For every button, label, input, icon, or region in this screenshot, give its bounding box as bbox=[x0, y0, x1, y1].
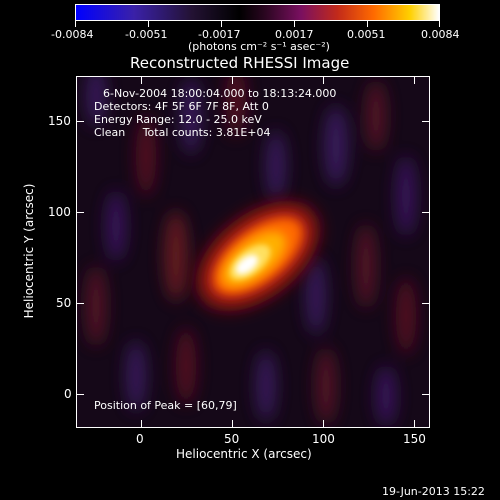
plot-title: Reconstructed RHESSI Image bbox=[130, 54, 350, 72]
detectors-info: Detectors: 4F 5F 6F 7F 8F, Att 0 bbox=[94, 100, 269, 113]
x-tick-label: 50 bbox=[224, 432, 240, 446]
y-tick bbox=[422, 121, 430, 122]
x-axis-label: Heliocentric X (arcsec) bbox=[176, 447, 312, 461]
reconstructed-image bbox=[76, 76, 430, 428]
x-tick-label: 100 bbox=[312, 432, 335, 446]
time-range: 6-Nov-2004 18:00:04.000 to 18:13:24.000 bbox=[103, 87, 337, 100]
x-tick-label: 0 bbox=[136, 432, 144, 446]
x-tick bbox=[141, 76, 142, 84]
colorbar-tick-label: 0.0017 bbox=[275, 28, 314, 41]
y-tick bbox=[422, 212, 430, 213]
colorbar-tick bbox=[75, 21, 76, 27]
colorbar-tick-label: -0.0084 bbox=[51, 28, 94, 41]
colorbar-units: (photons cm⁻² s⁻¹ asec⁻²) bbox=[188, 40, 330, 53]
y-tick bbox=[76, 121, 84, 122]
x-tick bbox=[323, 420, 324, 428]
x-tick bbox=[232, 420, 233, 428]
x-tick bbox=[414, 76, 415, 84]
colorbar-tick bbox=[439, 21, 440, 27]
x-tick bbox=[141, 420, 142, 428]
y-tick bbox=[422, 394, 430, 395]
x-tick-label: 150 bbox=[403, 432, 426, 446]
peak-position: Position of Peak = [60,79] bbox=[94, 399, 237, 412]
y-tick-label: 150 bbox=[48, 114, 71, 128]
clean-counts: Clean Total counts: 3.81E+04 bbox=[94, 126, 271, 139]
y-tick bbox=[76, 394, 84, 395]
x-tick bbox=[414, 420, 415, 428]
colorbar bbox=[75, 4, 440, 21]
x-tick bbox=[232, 76, 233, 84]
y-axis-label: Heliocentric Y (arcsec) bbox=[22, 183, 36, 319]
x-tick bbox=[323, 76, 324, 84]
colorbar-tick-label: 0.0051 bbox=[347, 28, 386, 41]
colorbar-tick bbox=[367, 21, 368, 27]
energy-range: Energy Range: 12.0 - 25.0 keV bbox=[94, 113, 262, 126]
colorbar-tick bbox=[221, 21, 222, 27]
footer-date: 19-Jun-2013 15:22 bbox=[382, 485, 485, 498]
plot-frame bbox=[76, 76, 430, 428]
y-tick bbox=[76, 303, 84, 304]
colorbar-tick-label: -0.0051 bbox=[125, 28, 168, 41]
colorbar-tick bbox=[148, 21, 149, 27]
colorbar-tick-label: 0.0084 bbox=[421, 28, 460, 41]
colorbar-tick-label: -0.0017 bbox=[198, 28, 241, 41]
colorbar-tick bbox=[294, 21, 295, 27]
y-tick-label: 50 bbox=[56, 296, 72, 310]
y-tick bbox=[422, 303, 430, 304]
y-tick-label: 100 bbox=[48, 205, 71, 219]
y-tick bbox=[76, 212, 84, 213]
y-tick-label: 0 bbox=[64, 387, 72, 401]
